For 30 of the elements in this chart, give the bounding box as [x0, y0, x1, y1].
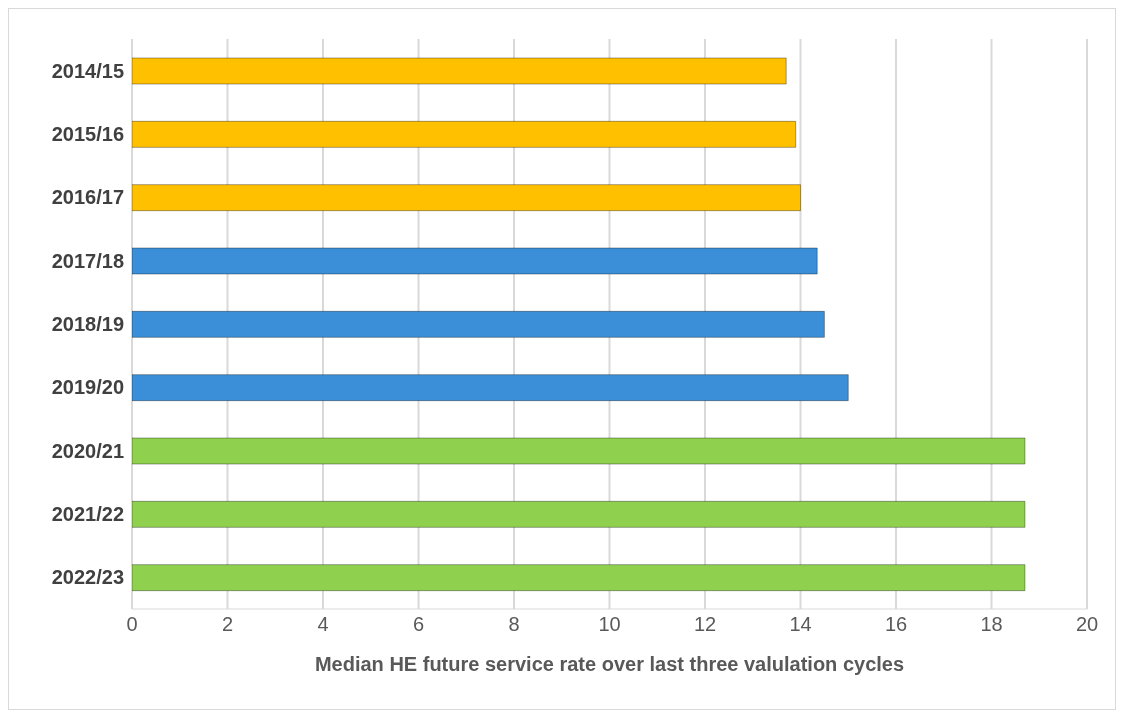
x-tick-label: 12 — [693, 613, 717, 636]
x-tick-label: 4 — [317, 613, 329, 636]
y-tick-label: 2017/18 — [51, 249, 124, 272]
y-tick-label: 2018/19 — [51, 313, 124, 336]
y-tick-label: 2014/15 — [51, 59, 124, 82]
bar — [132, 120, 797, 148]
x-tick-label: 16 — [884, 613, 908, 636]
bar — [132, 564, 1026, 592]
bar — [132, 184, 801, 212]
x-tick-label: 10 — [598, 613, 621, 636]
x-tick-label: 8 — [508, 613, 520, 636]
x-tick-label: 6 — [412, 613, 425, 636]
x-axis-title: Median HE future service rate over last three valulation cycles — [314, 653, 905, 675]
y-tick-label: 2020/21 — [51, 439, 124, 462]
y-tick-label: 2021/22 — [51, 503, 124, 526]
y-tick-label: 2022/23 — [51, 566, 124, 589]
x-tick-label: 2 — [221, 613, 234, 636]
bar — [132, 500, 1026, 528]
bar — [132, 374, 849, 402]
bar — [132, 57, 787, 85]
y-tick-label: 2019/20 — [51, 376, 124, 399]
y-tick-label: 2015/16 — [51, 123, 124, 146]
bar — [132, 437, 1026, 465]
x-tick-label: 20 — [1075, 613, 1099, 636]
x-tick-label: 14 — [789, 613, 812, 636]
y-tick-label: 2016/17 — [51, 186, 124, 209]
bar — [132, 247, 818, 275]
bar — [132, 310, 825, 338]
x-tick-label: 18 — [980, 613, 1003, 636]
x-tick-label: 0 — [126, 613, 138, 636]
